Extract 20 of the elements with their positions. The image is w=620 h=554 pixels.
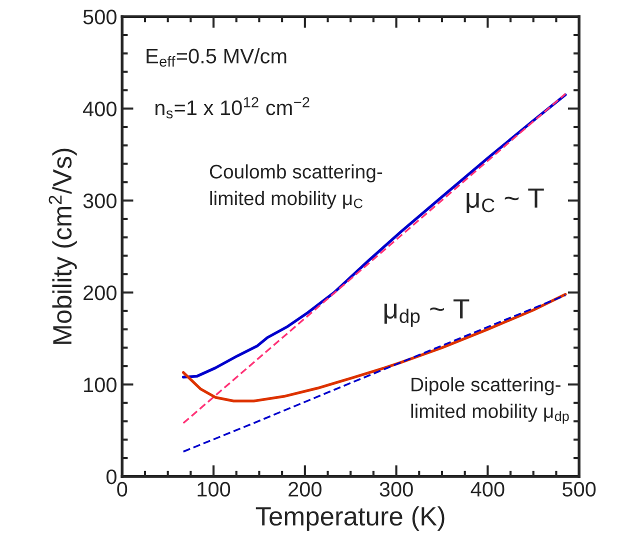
y-tick-label: 400 <box>83 102 116 116</box>
x-tick-label: 0 <box>117 482 128 497</box>
annotation: Dipole scattering- limited mobility μ$_{dp}$ <box>411 377 569 424</box>
annotation: E$_{eff}$=0.5 MV/cm <box>146 48 286 67</box>
x-tick-label: 400 <box>470 482 504 497</box>
x-axis-title: Temperature (K) <box>256 506 444 531</box>
y-tick-label: 0 <box>106 469 116 484</box>
annotation: n$_{s}$=1 x 10$^{12}$ cm$^{−2}$ <box>156 97 310 118</box>
x-tick-label: 200 <box>288 482 322 497</box>
x-tick-label: 100 <box>198 482 230 497</box>
annotation: Coulomb scattering- limited mobility μ$_{C}$ <box>210 164 382 210</box>
annotation: μ$_{C}$ ~ T <box>466 188 544 214</box>
x-tick-label: 300 <box>380 482 413 497</box>
y-tick-label: 300 <box>83 194 116 208</box>
y-tick-label: 200 <box>84 286 116 300</box>
y-tick-label: 100 <box>84 377 116 392</box>
y-axis-title: Mobility (cm$^{2}$/Vs) <box>48 148 77 344</box>
x-tick-label: 500 <box>562 482 596 497</box>
annotation: μ$_{dp}$ ~ T <box>384 299 470 327</box>
y-tick-label: 500 <box>83 10 116 24</box>
